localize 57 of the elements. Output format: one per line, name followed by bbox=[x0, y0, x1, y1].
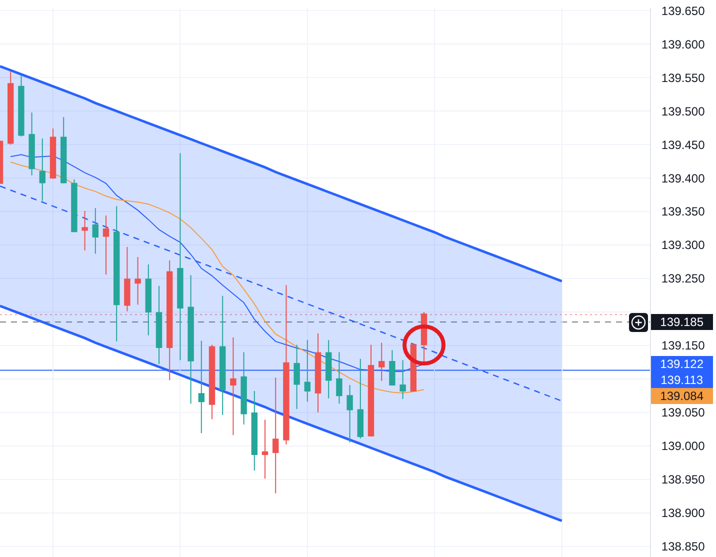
y-tick-label: 138.850 bbox=[661, 539, 706, 554]
text: 139.084 bbox=[660, 389, 704, 403]
candlestick bbox=[336, 352, 342, 404]
candlestick bbox=[82, 210, 88, 251]
candlestick bbox=[166, 260, 173, 381]
candlestick bbox=[220, 295, 226, 416]
candlestick bbox=[114, 206, 120, 342]
candlestick bbox=[208, 344, 216, 420]
candlestick bbox=[124, 246, 130, 312]
y-tick-label: 138.950 bbox=[661, 472, 706, 487]
candlestick bbox=[28, 112, 35, 176]
candlestick bbox=[262, 419, 268, 480]
candlestick bbox=[389, 350, 396, 386]
candlestick bbox=[240, 352, 247, 425]
ref-line-label: 139.185 bbox=[660, 315, 704, 329]
candlestick bbox=[18, 74, 24, 138]
candlestick bbox=[60, 116, 67, 184]
candlestick bbox=[71, 178, 78, 233]
candlestick bbox=[378, 342, 385, 382]
candlestick bbox=[230, 336, 236, 436]
candlestick bbox=[39, 138, 46, 202]
y-tick-label: 139.500 bbox=[661, 104, 706, 118]
y-tick-label: 139.050 bbox=[661, 406, 706, 420]
candlestick bbox=[8, 71, 14, 146]
candlestick bbox=[357, 358, 364, 439]
candlestick bbox=[346, 384, 353, 444]
candlestick bbox=[368, 344, 374, 437]
candlestick bbox=[134, 256, 141, 306]
candlestick bbox=[272, 377, 279, 494]
candlestick bbox=[294, 344, 300, 410]
candlestick bbox=[314, 332, 322, 413]
y-tick-label: 139.350 bbox=[661, 204, 706, 219]
y-tick-label: 139.250 bbox=[661, 272, 706, 286]
candlestick bbox=[198, 340, 204, 434]
candlestick bbox=[304, 340, 310, 402]
y-tick-label: 138.900 bbox=[661, 506, 706, 520]
y-tick-label: 139.450 bbox=[661, 138, 706, 152]
y-tick-label: 139.550 bbox=[661, 70, 706, 85]
text: 139.122 bbox=[660, 357, 704, 371]
y-tick-label: 139.600 bbox=[661, 37, 706, 52]
candlestick bbox=[188, 274, 194, 404]
ref-line-label: 139.113 bbox=[660, 373, 704, 387]
candlestick bbox=[145, 264, 152, 336]
candlestick bbox=[50, 128, 56, 180]
candlestick bbox=[102, 215, 110, 275]
candlestick bbox=[156, 285, 162, 365]
y-tick-label: 139.300 bbox=[661, 238, 706, 252]
candlestick bbox=[283, 284, 290, 446]
candlestick bbox=[400, 360, 406, 400]
y-tick-label: 139.650 bbox=[661, 4, 706, 18]
line-series bbox=[0, 65, 564, 282]
candlestick bbox=[251, 390, 258, 472]
candlestick bbox=[92, 208, 98, 254]
candlestick bbox=[326, 340, 332, 399]
y-tick-label: 139.400 bbox=[661, 171, 706, 186]
y-tick-label: 139.150 bbox=[661, 338, 706, 353]
y-tick-label: 139.000 bbox=[661, 439, 706, 454]
